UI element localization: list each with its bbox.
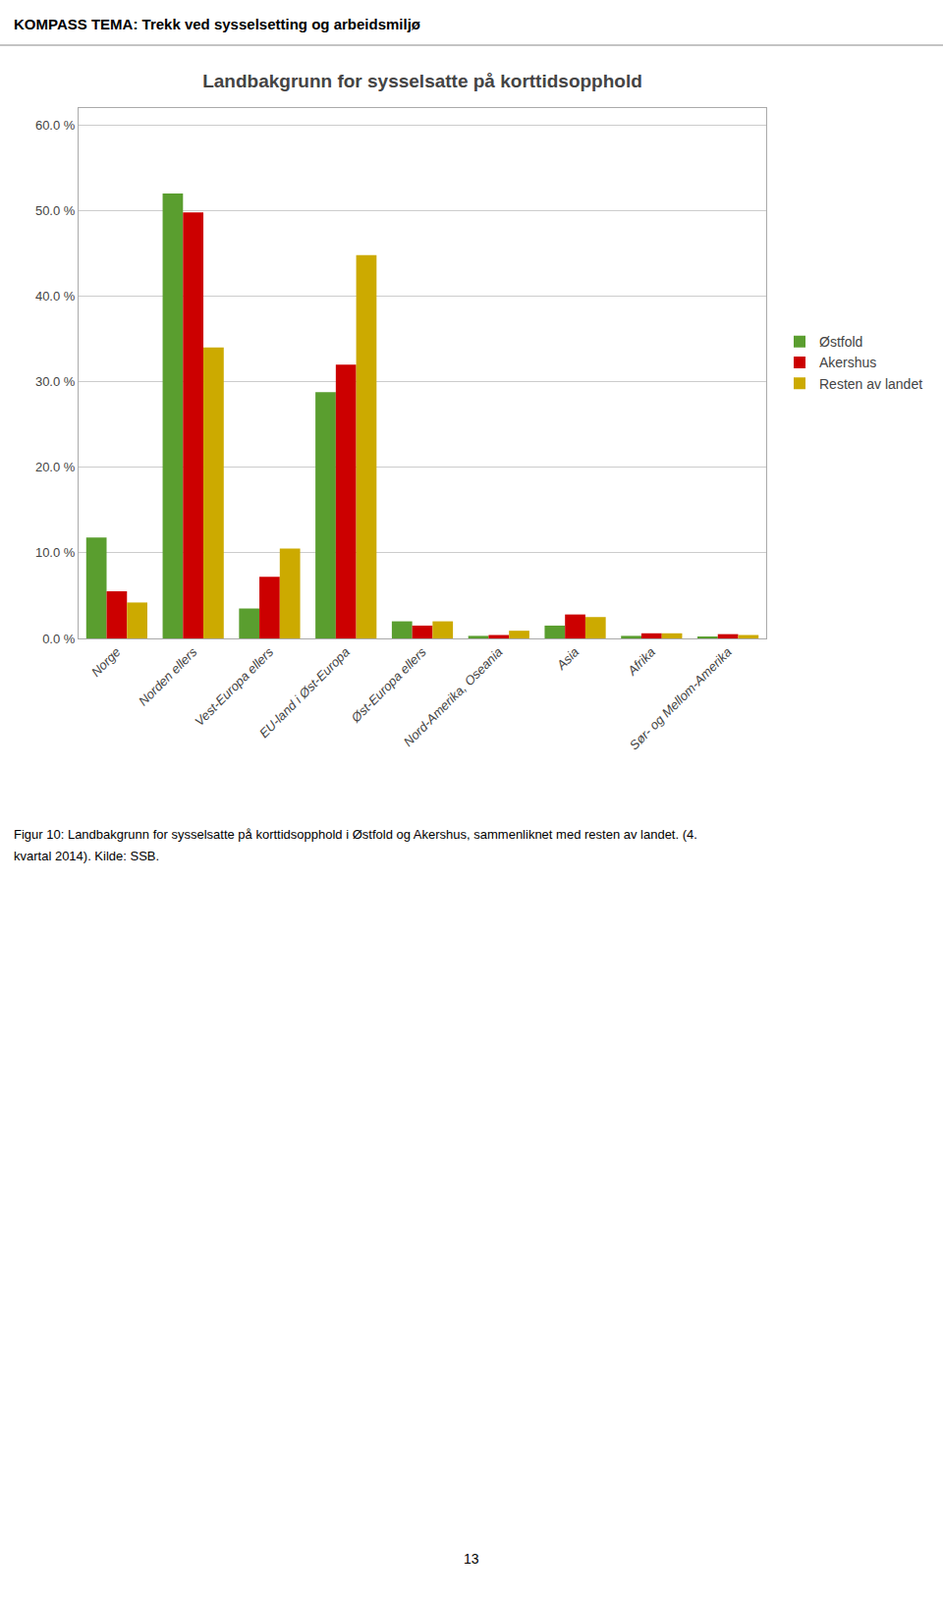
svg-text:Østfold: Østfold	[819, 333, 863, 350]
svg-text:KOMPASS TEMA: Trekk ved syssel: KOMPASS TEMA: Trekk ved sysselsetting og…	[13, 15, 422, 33]
svg-text:EU-land i Øst-Europa: EU-land i Øst-Europa	[256, 644, 353, 741]
svg-text:0.0 %: 0.0 %	[42, 631, 76, 647]
svg-text:Landbakgrunn for sysselsatte p: Landbakgrunn for sysselsatte på korttids…	[202, 70, 643, 92]
svg-text:30.0 %: 30.0 %	[35, 374, 76, 389]
svg-text:Akershus: Akershus	[819, 354, 877, 371]
svg-text:Norden ellers: Norden ellers	[135, 644, 201, 710]
svg-text:13: 13	[463, 1551, 480, 1567]
svg-text:50.0 %: 50.0 %	[35, 203, 76, 219]
svg-text:60.0 %: 60.0 %	[35, 117, 76, 133]
svg-text:Norge: Norge	[88, 644, 124, 680]
svg-text:Resten av landet: Resten av landet	[819, 376, 923, 392]
svg-text:Asia: Asia	[553, 644, 582, 673]
svg-text:10.0 %: 10.0 %	[35, 545, 76, 560]
svg-text:Øst-Europa ellers: Øst-Europa ellers	[347, 644, 430, 726]
svg-text:Figur 10: Landbakgrunn for sys: Figur 10: Landbakgrunn for sysselsatte p…	[13, 827, 698, 842]
svg-text:20.0 %: 20.0 %	[35, 459, 76, 475]
svg-text:kvartal 2014). Kilde: SSB.: kvartal 2014). Kilde: SSB.	[13, 848, 160, 864]
svg-text:Afrika: Afrika	[623, 644, 659, 679]
svg-text:Nord-Amerika, Oseania: Nord-Amerika, Oseania	[400, 644, 506, 750]
svg-text:Sør- og Mellom-Amerika: Sør- og Mellom-Amerika	[626, 644, 735, 753]
svg-text:Vest-Europa ellers: Vest-Europa ellers	[191, 644, 277, 729]
svg-text:40.0 %: 40.0 %	[35, 288, 76, 304]
